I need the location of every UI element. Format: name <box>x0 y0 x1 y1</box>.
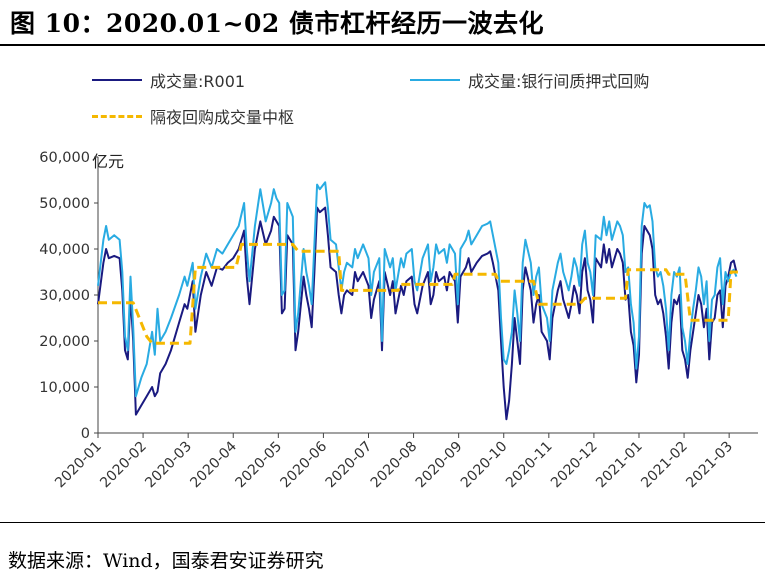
y-tick-label: 50,000 <box>39 196 90 212</box>
series-line-2 <box>98 242 742 345</box>
x-tick-label: 2021-02 <box>638 439 691 492</box>
figure-title: 图 10：2020.01~02 债市杠杆经历一波去化 <box>10 9 545 38</box>
legend-label-center: 隔夜回购成交量中枢 <box>150 108 295 127</box>
legend-label-interbank: 成交量:银行间质押式回购 <box>468 72 650 91</box>
y-tick-label: 0 <box>81 426 90 442</box>
x-tick-label: 2021-01 <box>593 439 646 492</box>
series-line-1 <box>97 181 738 398</box>
legend-swatch-center <box>92 114 142 118</box>
y-unit-label: 亿元 <box>92 152 125 171</box>
x-tick-label: 2021-03 <box>683 439 736 492</box>
x-tick-label: 2020-01 <box>52 439 105 492</box>
series-group <box>97 181 742 421</box>
x-tick-label: 2020-11 <box>503 439 556 492</box>
legend-item-interbank: 成交量:银行间质押式回购 <box>410 68 649 92</box>
x-tick-label: 2020-04 <box>187 438 240 491</box>
y-tick-label: 30,000 <box>39 288 90 304</box>
y-tick-label: 20,000 <box>39 334 90 350</box>
y-tick-label: 60,000 <box>39 150 90 166</box>
source-rule <box>0 522 765 523</box>
x-tick-label: 2020-09 <box>413 439 466 492</box>
x-tick-label: 2020-10 <box>458 439 511 492</box>
x-tick-label: 2020-07 <box>323 439 376 492</box>
title-rule <box>0 44 765 46</box>
legend-item-r001: 成交量:R001 <box>92 68 245 92</box>
legend-label-r001: 成交量:R001 <box>150 72 246 91</box>
source-note: 数据来源：Wind，国泰君安证券研究 <box>8 550 324 572</box>
x-tick-label: 2020-06 <box>278 438 331 491</box>
x-tick-label: 2020-05 <box>232 439 285 492</box>
legend-swatch-interbank <box>410 79 460 81</box>
legend-swatch-r001 <box>92 79 142 81</box>
x-tick-label: 2020-02 <box>97 439 150 492</box>
legend-item-center: 隔夜回购成交量中枢 <box>92 104 294 128</box>
x-tick-label: 2020-08 <box>368 439 421 492</box>
series-line-0 <box>97 206 738 421</box>
x-tick-label: 2020-12 <box>548 439 601 492</box>
y-tick-label: 40,000 <box>39 242 90 258</box>
axes: 0 10,000 20,000 30,000 40,000 50,000 60,000 202… <box>39 150 758 491</box>
x-tick-label: 2020-03 <box>142 439 195 492</box>
y-tick-label: 10,000 <box>39 380 90 396</box>
